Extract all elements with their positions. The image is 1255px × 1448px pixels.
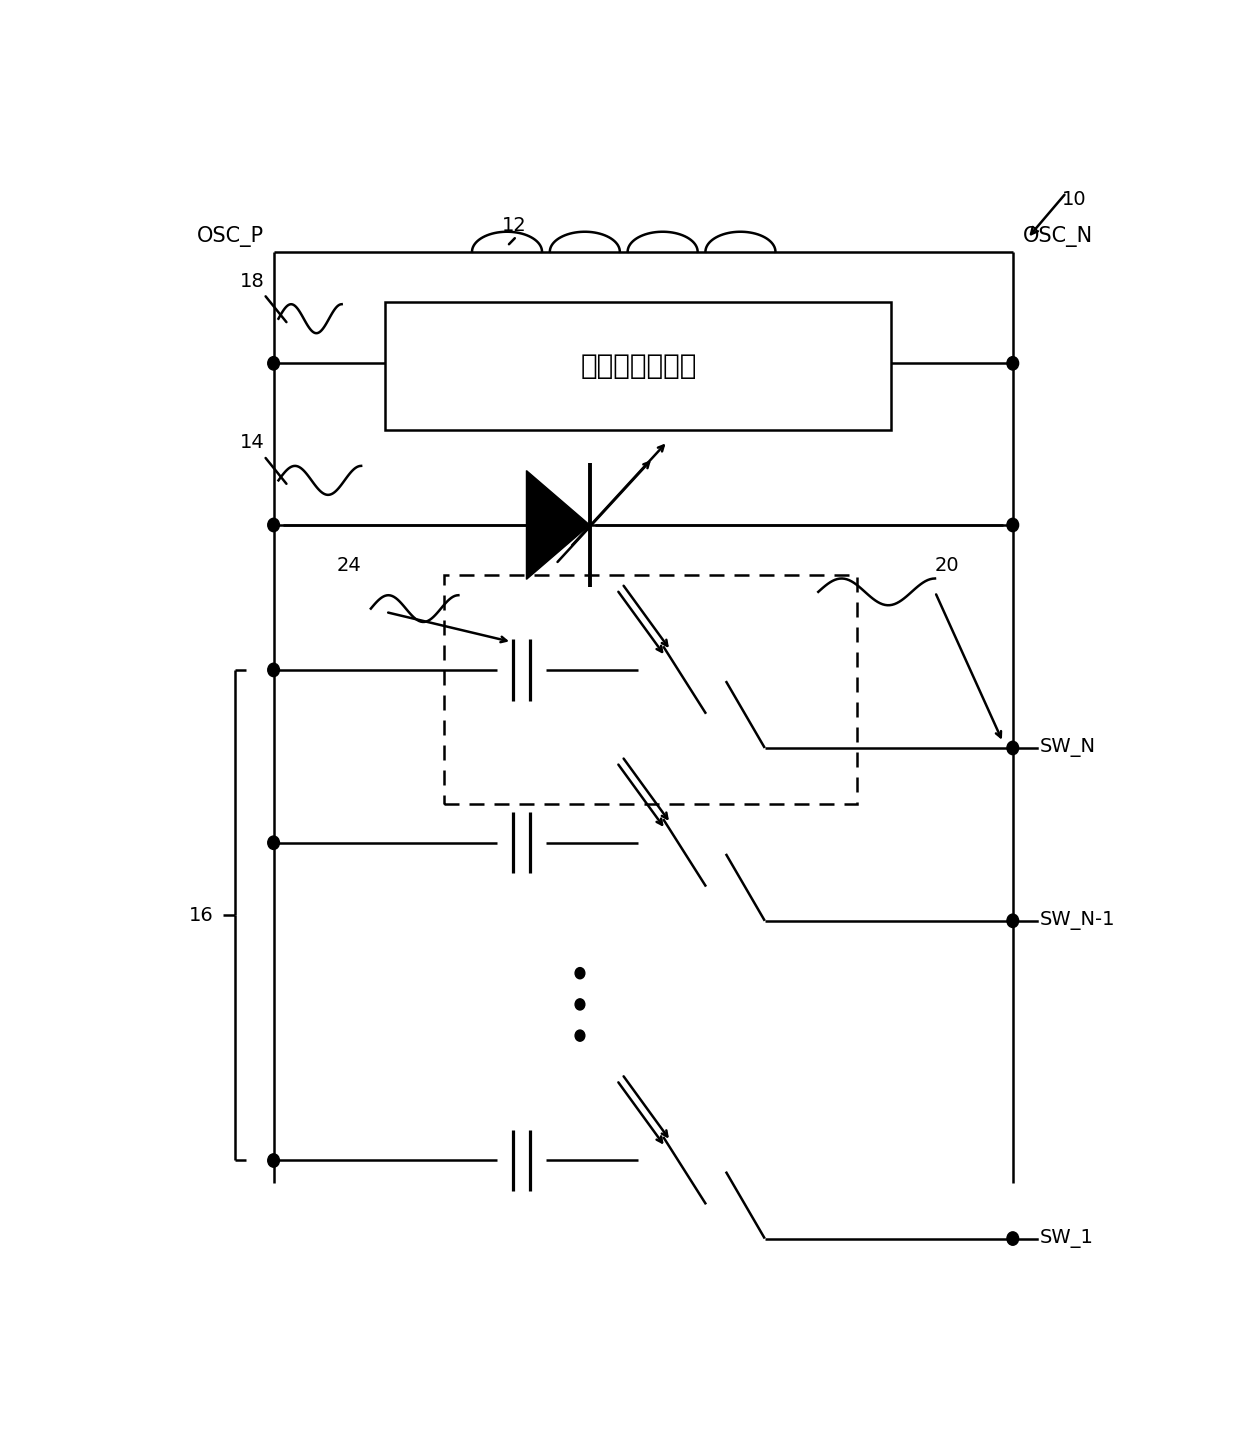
Text: 20: 20 (935, 556, 960, 575)
Circle shape (267, 356, 280, 371)
Text: SW_N: SW_N (1040, 738, 1096, 757)
Circle shape (1007, 518, 1019, 531)
Text: OSC_P: OSC_P (197, 226, 264, 248)
Text: SW_N-1: SW_N-1 (1040, 911, 1116, 930)
Text: OSC_N: OSC_N (1023, 226, 1093, 248)
Circle shape (1007, 1232, 1019, 1245)
Circle shape (575, 999, 585, 1011)
Circle shape (575, 1030, 585, 1041)
Text: 18: 18 (240, 272, 265, 291)
Polygon shape (527, 471, 590, 579)
Circle shape (267, 835, 280, 850)
Circle shape (267, 1154, 280, 1167)
Text: 16: 16 (188, 905, 213, 925)
Text: 12: 12 (502, 216, 527, 235)
Circle shape (267, 518, 280, 531)
Bar (444, 575, 857, 804)
Text: SW_1: SW_1 (1040, 1229, 1094, 1248)
Circle shape (575, 967, 585, 979)
Circle shape (1007, 356, 1019, 371)
Text: 负电阻值发生器: 负电阻值发生器 (580, 352, 697, 379)
Circle shape (267, 663, 280, 676)
Text: 14: 14 (240, 433, 265, 452)
Circle shape (1007, 914, 1019, 928)
Text: 24: 24 (336, 556, 361, 575)
Bar (385, 303, 891, 430)
Text: 10: 10 (1062, 191, 1086, 210)
Circle shape (1007, 741, 1019, 754)
